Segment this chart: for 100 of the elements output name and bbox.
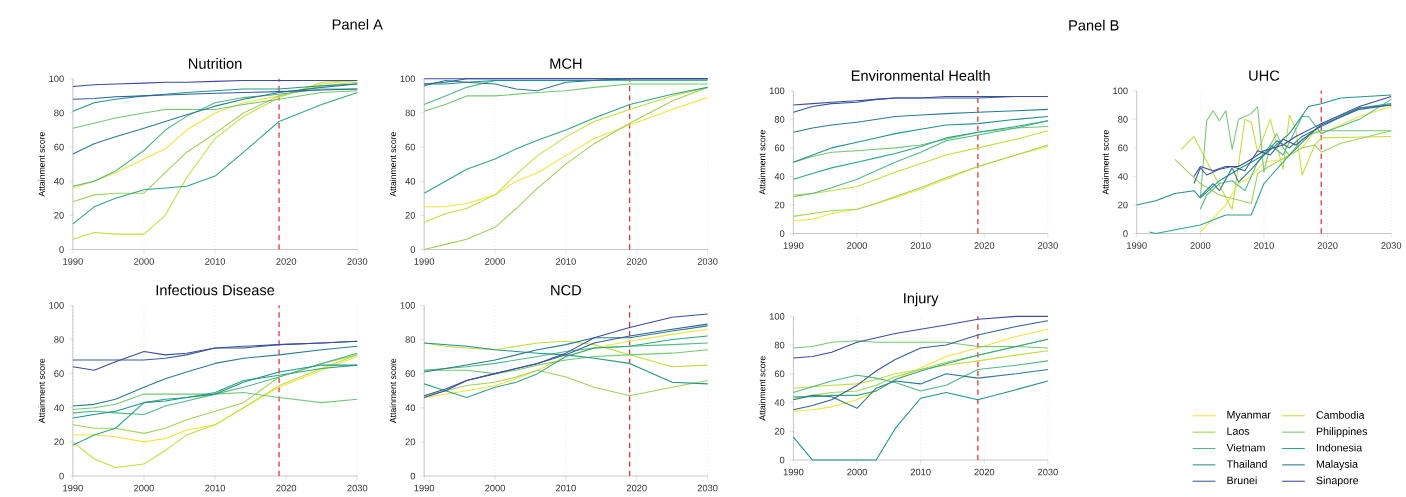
chart-title: UHC	[1249, 70, 1280, 81]
y-tick-label: 80	[1118, 116, 1128, 123]
y-tick-label: 20	[54, 212, 64, 219]
y-tick-label: 40	[774, 173, 785, 180]
legend-label: Myanmar	[1227, 411, 1271, 421]
y-tick-label: 80	[774, 116, 785, 123]
y-tick-label: 0	[779, 230, 785, 237]
x-tick-label: 2020	[974, 242, 995, 249]
text: Panel A	[332, 18, 383, 30]
y-tick-label: 40	[1117, 173, 1128, 180]
y-tick-label: 20	[774, 201, 785, 209]
x-tick-label: 1990	[414, 258, 435, 265]
y-tick-label: 80	[405, 109, 416, 117]
y-tick-label: 0	[410, 246, 416, 253]
y-tick-label: 0	[410, 472, 416, 480]
x-tick-label: 2030	[697, 484, 718, 492]
y-tick-label: 80	[54, 109, 64, 117]
x-tick-label: 2000	[485, 484, 506, 492]
y-axis-title: Attainment score	[389, 358, 397, 424]
y-axis-title: Attainment score	[38, 358, 45, 424]
y-tick-label: 60	[774, 370, 785, 378]
x-tick-label: 1990	[783, 242, 804, 249]
y-tick-label: 100	[400, 75, 416, 83]
x-tick-label: 2000	[134, 484, 154, 492]
chart-title: NCD	[551, 285, 582, 296]
y-tick-label: 100	[769, 313, 785, 320]
y-tick-label: 0	[59, 472, 64, 480]
x-tick-label: 2030	[347, 258, 368, 265]
x-tick-label: 2030	[697, 258, 718, 265]
legend-label: Indonesia	[1316, 443, 1363, 452]
y-tick-label: 40	[774, 399, 785, 406]
legend-label: Sinapore	[1316, 476, 1359, 487]
y-tick-label: 80	[774, 341, 785, 349]
y-tick-label: 100	[400, 302, 416, 309]
x-tick-label: 1990	[63, 484, 83, 492]
y-tick-label: 40	[405, 177, 416, 185]
y-tick-label: 20	[774, 428, 785, 435]
x-tick-label: 1990	[414, 484, 435, 492]
y-axis-title: Attainment score	[1102, 130, 1109, 195]
x-tick-label: 2020	[276, 484, 297, 492]
chart-title: Nutrition	[189, 58, 242, 69]
y-tick-label: 40	[405, 404, 416, 412]
x-tick-label: 2030	[1038, 468, 1058, 476]
y-tick-label: 100	[49, 302, 64, 309]
x-tick-label: 2000	[134, 258, 154, 265]
x-tick-label: 2020	[626, 258, 647, 265]
x-tick-label: 2030	[1381, 242, 1402, 249]
x-tick-label: 1990	[783, 468, 804, 476]
text: Panel B	[1069, 19, 1119, 31]
y-tick-label: 0	[1123, 230, 1128, 237]
chart-title: Infectious Disease	[156, 284, 275, 296]
x-tick-label: 1990	[63, 258, 83, 265]
y-tick-label: 60	[405, 370, 416, 377]
legend-label: Cambodia	[1316, 410, 1365, 419]
legend-label: Philippines	[1316, 427, 1368, 438]
x-tick-label: 2000	[847, 468, 868, 476]
y-tick-label: 20	[405, 212, 416, 219]
x-tick-label: 2010	[910, 468, 931, 476]
x-tick-label: 2030	[1038, 242, 1058, 249]
y-tick-label: 100	[49, 75, 64, 83]
x-tick-label: 2020	[1317, 242, 1338, 249]
x-tick-label: 2010	[205, 484, 226, 492]
x-tick-label: 2010	[1254, 242, 1274, 249]
y-tick-label: 80	[405, 336, 416, 343]
y-tick-label: 80	[54, 336, 64, 343]
x-tick-label: 2030	[347, 484, 368, 492]
x-tick-label: 1990	[1127, 242, 1147, 249]
x-tick-label: 2020	[974, 468, 995, 476]
legend-label: Laos	[1227, 427, 1250, 435]
y-axis-title: Attainment score	[759, 356, 766, 421]
legend-label: Brunei	[1227, 476, 1257, 485]
y-tick-label: 20	[54, 438, 64, 446]
y-axis-title: Attainment score	[38, 132, 45, 197]
y-tick-label: 100	[1113, 87, 1128, 95]
legend-label: Malaysia	[1316, 460, 1358, 470]
x-tick-label: 2020	[626, 484, 647, 492]
y-tick-label: 60	[405, 143, 416, 151]
y-tick-label: 40	[54, 404, 64, 412]
y-tick-label: 60	[774, 144, 785, 152]
y-tick-label: 100	[769, 87, 785, 95]
y-tick-label: 60	[54, 143, 64, 151]
chart-title: MCH	[550, 58, 582, 69]
y-axis-title: Attainment score	[759, 130, 766, 195]
x-tick-label: 2010	[205, 258, 226, 265]
chart-title: Injury	[904, 292, 939, 307]
y-tick-label: 20	[405, 438, 416, 446]
x-tick-label: 2010	[555, 484, 576, 492]
y-tick-label: 20	[1118, 201, 1128, 209]
x-tick-label: 2020	[276, 258, 297, 265]
y-tick-label: 60	[1118, 144, 1128, 152]
y-tick-label: 40	[54, 177, 64, 185]
legend-label: Vietnam	[1226, 443, 1265, 452]
x-tick-label: 2010	[555, 258, 576, 265]
x-tick-label: 2000	[847, 242, 868, 249]
x-tick-label: 2000	[485, 258, 506, 265]
y-tick-label: 60	[54, 370, 64, 377]
x-tick-label: 2010	[910, 242, 931, 249]
y-axis-title: Attainment score	[389, 132, 397, 197]
legend-label: Thailand	[1226, 460, 1267, 468]
x-tick-label: 2000	[1190, 242, 1211, 249]
